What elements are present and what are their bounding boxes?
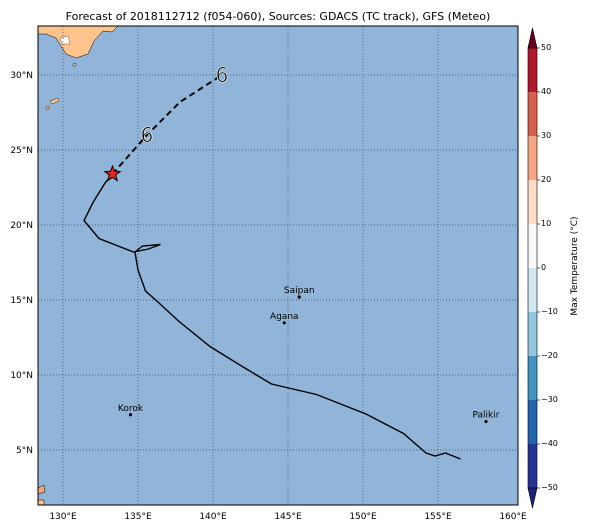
- lat-tick: 5°N: [16, 446, 33, 456]
- colorbar-tick: 40: [541, 87, 551, 96]
- place-marker: [282, 321, 286, 325]
- lon-tick: 130°E: [49, 512, 77, 522]
- colorbar-band: [528, 268, 537, 312]
- colorbar-label: Max Temperature (°C): [570, 216, 580, 315]
- lat-tick: 30°N: [10, 71, 33, 81]
- colorbar-band: [528, 180, 537, 224]
- island-3: [45, 105, 50, 110]
- tropical-cyclone-icon: 6: [216, 63, 229, 87]
- colorbar-extend-min: [527, 487, 538, 509]
- lat-tick-labels: 30°N 25°N 20°N 15°N 10°N 5°N: [10, 71, 33, 456]
- lon-tick: 150°E: [349, 512, 377, 522]
- colorbar-tick: 20: [541, 175, 551, 184]
- places: Saipan Agana Korok Palikir: [118, 286, 500, 424]
- colorbar-band: [528, 224, 537, 268]
- land-snow-patch: [59, 35, 71, 45]
- colorbar-tick: 10: [541, 219, 551, 228]
- land-areas: [37, 25, 119, 506]
- map-frame: [37, 25, 519, 506]
- colorbar-tick: −10: [541, 307, 558, 316]
- colorbar-tick: 0: [541, 263, 546, 272]
- lon-tick: 135°E: [124, 512, 152, 522]
- colorbar-band: [528, 400, 537, 444]
- lon-tick-labels: 130°E 135°E 140°E 145°E 150°E 155°E 160°…: [49, 512, 527, 522]
- cyclone-symbols: 6666: [140, 63, 229, 148]
- forecast-track-line: [111, 74, 223, 175]
- place-label: Saipan: [284, 286, 315, 296]
- lon-tick: 140°E: [199, 512, 227, 522]
- lon-tick: 155°E: [424, 512, 452, 522]
- lon-tick: 145°E: [274, 512, 302, 522]
- colorbar-tick: −30: [541, 395, 558, 404]
- tropical-cyclone-icon: 6: [141, 123, 154, 147]
- colorbar: [527, 27, 540, 509]
- island-1: [72, 62, 77, 67]
- colorbar-band: [528, 356, 537, 400]
- past-track-line: [83, 173, 461, 460]
- island-2: [49, 97, 60, 105]
- place-label: Agana: [270, 312, 299, 322]
- colorbar-band: [528, 48, 537, 92]
- map-title: Forecast of 2018112712 (f054-060), Sourc…: [66, 10, 491, 23]
- colorbar-band: [528, 92, 537, 136]
- ocean-background: [38, 26, 518, 505]
- colorbar-tick: 30: [541, 131, 551, 140]
- lon-tick: 160°E: [499, 512, 527, 522]
- lat-tick: 10°N: [10, 371, 33, 381]
- colorbar-band: [528, 136, 537, 180]
- colorbar-tick: −40: [541, 439, 558, 448]
- gridlines: [38, 26, 518, 505]
- colorbar-extend-max: [527, 27, 538, 49]
- current-position-star-icon: [103, 164, 122, 182]
- place-marker: [297, 295, 301, 299]
- colorbar-band: [528, 312, 537, 356]
- south-land-2: [37, 499, 45, 506]
- colorbar-tick: 50: [541, 43, 551, 52]
- colorbar-tick: −20: [541, 351, 558, 360]
- colorbar-band: [528, 444, 537, 488]
- colorbar-tick-labels: 50 40 30 20 10 0 −10 −20 −30 −40 −50: [541, 43, 558, 492]
- lat-tick: 25°N: [10, 146, 33, 156]
- lat-tick: 15°N: [10, 296, 33, 306]
- place-marker: [484, 419, 488, 424]
- lat-tick: 20°N: [10, 221, 33, 231]
- place-label: Korok: [118, 404, 144, 414]
- colorbar-tick: −50: [541, 483, 558, 492]
- japan-land: [37, 25, 119, 59]
- place-marker: [128, 413, 133, 417]
- place-label: Palikir: [473, 411, 500, 421]
